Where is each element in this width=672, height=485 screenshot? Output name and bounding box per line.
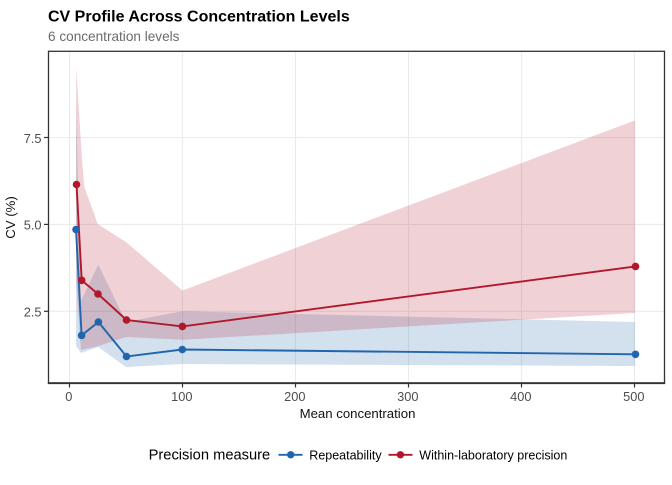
- svg-text:Within-laboratory precision: Within-laboratory precision: [419, 448, 567, 462]
- svg-text:300: 300: [397, 389, 418, 404]
- svg-text:Precision measure: Precision measure: [149, 448, 271, 464]
- svg-text:400: 400: [510, 389, 531, 404]
- svg-text:500: 500: [623, 389, 644, 404]
- svg-text:Repeatability: Repeatability: [309, 448, 382, 462]
- svg-text:0: 0: [65, 389, 72, 404]
- svg-text:2.5: 2.5: [24, 305, 42, 320]
- svg-text:6 concentration levels: 6 concentration levels: [48, 29, 180, 44]
- svg-text:CV Profile Across Concentratio: CV Profile Across Concentration Levels: [48, 9, 350, 26]
- svg-text:7.5: 7.5: [24, 131, 42, 146]
- svg-text:CV (%): CV (%): [3, 196, 18, 239]
- svg-text:100: 100: [171, 389, 192, 404]
- svg-text:Mean concentration: Mean concentration: [300, 406, 416, 421]
- svg-text:5.0: 5.0: [24, 218, 42, 233]
- svg-text:200: 200: [284, 389, 305, 404]
